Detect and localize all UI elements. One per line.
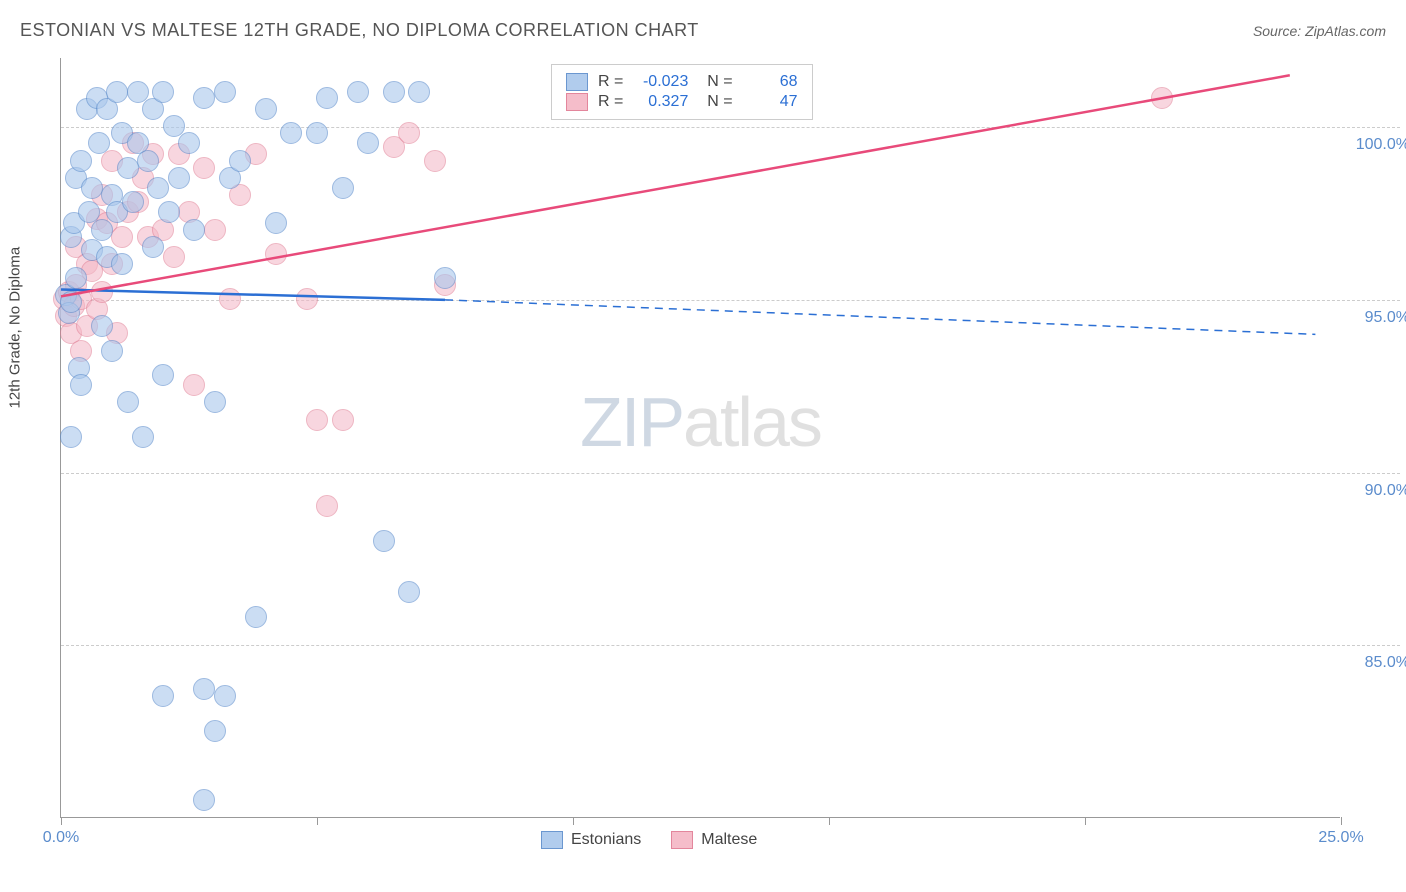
r-value-maltese: 0.327 [633,93,688,111]
y-tick-label: 85.0% [1365,654,1406,672]
correlation-legend: R = -0.023 N = 68 R = 0.327 N = 47 [551,64,813,120]
plot-area: ZIPatlas R = -0.023 N = 68 R = 0.327 N =… [60,58,1340,818]
legend-label-maltese: Maltese [701,831,757,849]
x-tick [829,817,830,825]
legend-item-estonians: Estonians [541,831,641,849]
trend-line [61,289,445,299]
x-tick [61,817,62,825]
swatch-maltese [671,831,693,849]
swatch-maltese [566,93,588,111]
r-label: R = [598,93,623,111]
n-label: N = [698,93,732,111]
x-tick-label: 25.0% [1318,829,1363,847]
r-label: R = [598,73,623,91]
x-tick [1085,817,1086,825]
legend-item-maltese: Maltese [671,831,757,849]
legend-row-maltese: R = 0.327 N = 47 [566,93,798,111]
x-tick [1341,817,1342,825]
series-legend: Estonians Maltese [541,831,757,849]
n-value-estonians: 68 [743,73,798,91]
swatch-estonians [566,73,588,91]
swatch-estonians [541,831,563,849]
n-label: N = [698,73,732,91]
legend-row-estonians: R = -0.023 N = 68 [566,73,798,91]
x-tick [317,817,318,825]
trend-lines [61,58,1340,817]
x-tick [573,817,574,825]
n-value-maltese: 47 [743,93,798,111]
y-tick-label: 100.0% [1356,136,1406,154]
source-label: Source: ZipAtlas.com [1253,23,1386,39]
y-axis-label: 12th Grade, No Diploma [7,247,24,409]
chart-title: ESTONIAN VS MALTESE 12TH GRADE, NO DIPLO… [20,20,699,41]
r-value-estonians: -0.023 [633,73,688,91]
trend-line [445,300,1315,335]
y-tick-label: 95.0% [1365,309,1406,327]
legend-label-estonians: Estonians [571,831,641,849]
y-tick-label: 90.0% [1365,482,1406,500]
x-tick-label: 0.0% [43,829,79,847]
